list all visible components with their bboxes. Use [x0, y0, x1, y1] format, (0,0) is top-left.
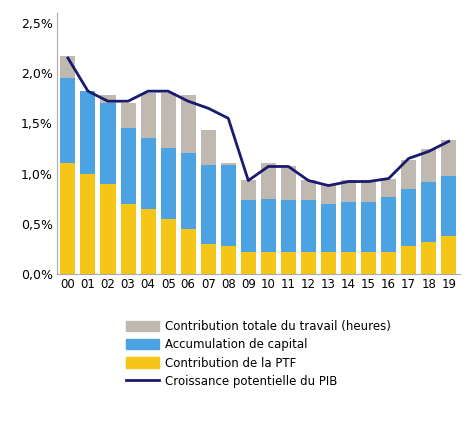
- Bar: [361, 179, 376, 202]
- Bar: [261, 252, 276, 274]
- Legend: Contribution totale du travail (heures), Accumulation de capital, Contribution d: Contribution totale du travail (heures),…: [122, 316, 394, 391]
- Bar: [60, 56, 75, 78]
- Bar: [201, 131, 216, 166]
- Bar: [321, 252, 336, 274]
- Bar: [161, 219, 176, 274]
- Bar: [120, 204, 136, 274]
- Bar: [421, 242, 436, 274]
- Bar: [181, 95, 196, 153]
- Bar: [60, 78, 75, 163]
- Bar: [401, 246, 416, 274]
- Bar: [181, 153, 196, 229]
- Bar: [161, 93, 176, 149]
- Bar: [301, 199, 316, 252]
- Bar: [141, 138, 155, 209]
- Bar: [281, 252, 296, 274]
- Bar: [441, 140, 456, 175]
- Bar: [241, 199, 256, 252]
- Bar: [261, 163, 276, 199]
- Bar: [261, 199, 276, 252]
- Bar: [281, 199, 296, 252]
- Bar: [81, 173, 95, 274]
- Bar: [100, 95, 116, 103]
- Bar: [401, 189, 416, 246]
- Bar: [120, 103, 136, 128]
- Bar: [361, 252, 376, 274]
- Bar: [321, 184, 336, 204]
- Bar: [401, 160, 416, 189]
- Bar: [141, 93, 155, 138]
- Bar: [281, 166, 296, 199]
- Bar: [301, 179, 316, 199]
- Bar: [141, 209, 155, 274]
- Bar: [201, 244, 216, 274]
- Bar: [341, 202, 356, 252]
- Bar: [161, 149, 176, 219]
- Bar: [241, 179, 256, 199]
- Bar: [100, 103, 116, 184]
- Bar: [321, 204, 336, 252]
- Bar: [381, 252, 396, 274]
- Bar: [221, 166, 236, 246]
- Bar: [421, 181, 436, 242]
- Bar: [221, 246, 236, 274]
- Bar: [381, 178, 396, 196]
- Bar: [201, 166, 216, 244]
- Bar: [341, 252, 356, 274]
- Bar: [361, 202, 376, 252]
- Bar: [301, 252, 316, 274]
- Bar: [241, 252, 256, 274]
- Bar: [81, 91, 95, 173]
- Bar: [100, 184, 116, 274]
- Bar: [60, 163, 75, 274]
- Bar: [120, 128, 136, 204]
- Bar: [181, 229, 196, 274]
- Bar: [221, 163, 236, 166]
- Bar: [441, 236, 456, 274]
- Bar: [421, 149, 436, 181]
- Bar: [341, 179, 356, 202]
- Bar: [441, 175, 456, 236]
- Bar: [381, 196, 396, 252]
